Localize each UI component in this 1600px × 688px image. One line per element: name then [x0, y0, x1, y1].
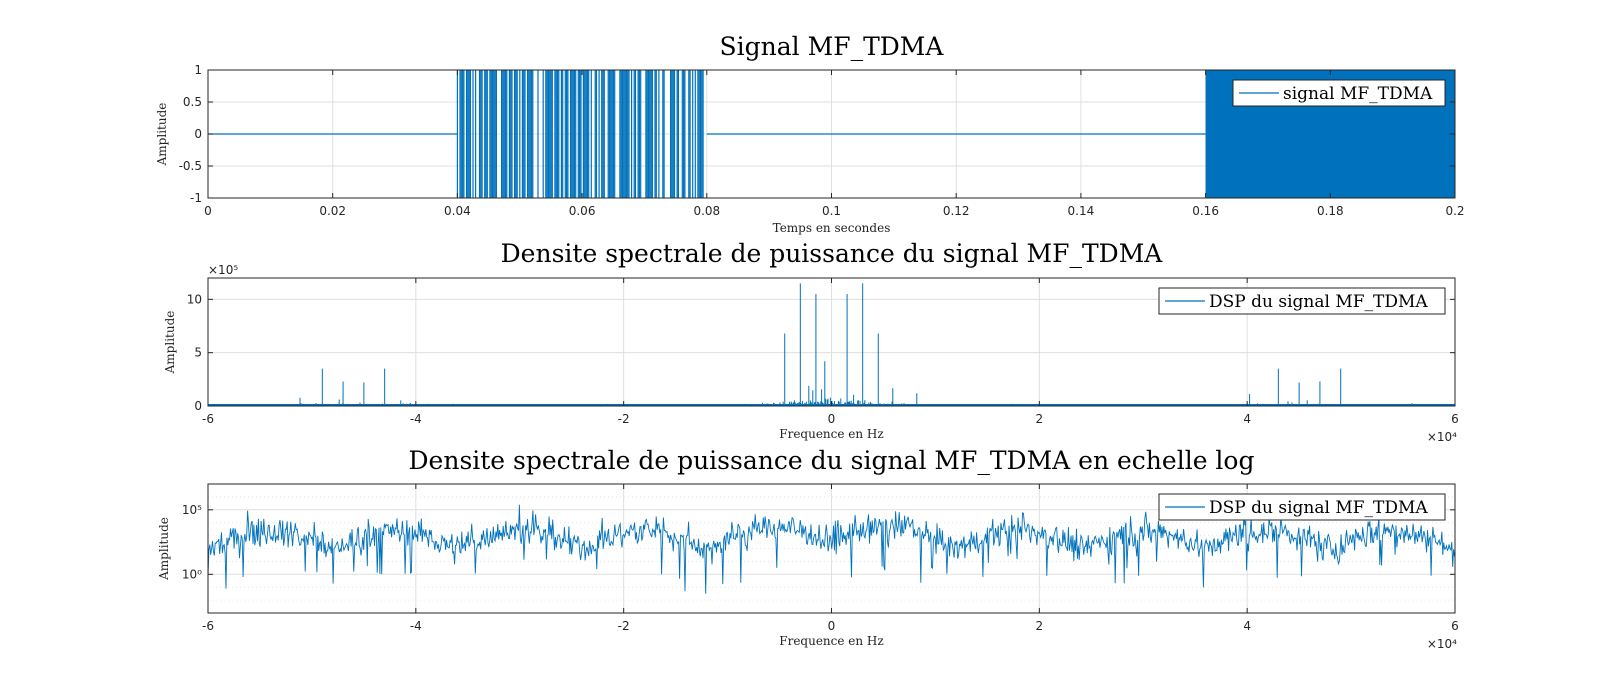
y-tick-label: 10 [187, 292, 202, 306]
y-tick-label: 1 [194, 63, 202, 77]
legend: DSP du signal MF_TDMA [1158, 287, 1446, 315]
y-tick-label: 10⁰ [182, 567, 202, 581]
x-tick-label: 6 [1451, 619, 1459, 633]
y-axis-label: Amplitude [163, 311, 177, 375]
x-tick-label: 2 [1036, 412, 1044, 426]
x-tick-label: -6 [202, 619, 214, 633]
x-axis-label: Frequence en Hz [779, 634, 883, 648]
chart-title: Densite spectrale de puissance du signal… [501, 239, 1164, 268]
chart-panel-3: -6 -4 -2 0 2 4 6 10⁰ 10⁵ Densite spectrale de pui… [157, 446, 1459, 651]
x-tick-label: 0.08 [693, 204, 720, 218]
x-exponent-label: ×10⁴ [1427, 430, 1457, 444]
y-axis-label: Amplitude [157, 517, 171, 581]
y-exponent-label: ×10⁵ [208, 263, 238, 277]
series-signal [208, 504, 1455, 594]
chart-panel-1: 0 0.02 0.04 0.06 0.08 0.1 0.12 0.14 0.16 0.18 0.2 -… [155, 32, 1465, 235]
x-tick-label: 4 [1243, 412, 1251, 426]
y-tick-label: 10⁵ [182, 503, 202, 517]
x-axis-label: Temps en secondes [773, 221, 891, 235]
x-tick-label: -4 [410, 412, 422, 426]
x-tick-label: -2 [618, 412, 630, 426]
x-tick-label: 0.04 [444, 204, 471, 218]
legend: signal MF_TDMA [1232, 79, 1446, 107]
legend: DSP du signal MF_TDMA [1158, 493, 1446, 521]
log-spectrum-line [208, 504, 1455, 594]
x-tick-label: 0.14 [1068, 204, 1095, 218]
chart-panel-2: -6 -4 -2 0 2 4 6 0 5 10 Densite spectrale de puiss… [163, 239, 1459, 444]
x-exponent-label: ×10⁴ [1427, 637, 1457, 651]
y-tick-label: 0 [194, 399, 202, 413]
x-tick-label: 0 [828, 619, 836, 633]
x-tick-label: 0 [204, 204, 212, 218]
x-tick-label: 0.06 [569, 204, 596, 218]
y-tick-label: -0.5 [179, 159, 202, 173]
x-tick-label: 0.1 [822, 204, 841, 218]
y-axis-label: Amplitude [155, 103, 169, 167]
y-tick-label: 5 [194, 346, 202, 360]
legend-box [1158, 287, 1446, 315]
x-tick-label: 6 [1451, 412, 1459, 426]
x-tick-label: 2 [1036, 619, 1044, 633]
x-tick-label: 0.16 [1192, 204, 1219, 218]
x-tick-label: 0.02 [319, 204, 346, 218]
x-tick-label: 0.18 [1317, 204, 1344, 218]
legend-label: DSP du signal MF_TDMA [1209, 498, 1428, 518]
legend-label: signal MF_TDMA [1283, 84, 1433, 104]
x-axis-label: Frequence en Hz [779, 427, 883, 441]
x-tick-label: 0.2 [1445, 204, 1464, 218]
chart-title: Densite spectrale de puissance du signal… [409, 446, 1255, 475]
legend-box [1158, 493, 1446, 521]
y-tick-label: 0.5 [183, 95, 202, 109]
chart-title: Signal MF_TDMA [720, 32, 945, 61]
x-tick-label: -4 [410, 619, 422, 633]
legend-label: DSP du signal MF_TDMA [1209, 292, 1428, 312]
y-tick-label: 0 [194, 127, 202, 141]
x-tick-label: 4 [1243, 619, 1251, 633]
x-tick-label: -2 [618, 619, 630, 633]
x-tick-label: 0.12 [943, 204, 970, 218]
signal-line [208, 70, 1206, 198]
x-tick-label: 0 [828, 412, 836, 426]
y-tick-label: -1 [190, 191, 202, 205]
x-tick-label: -6 [202, 412, 214, 426]
